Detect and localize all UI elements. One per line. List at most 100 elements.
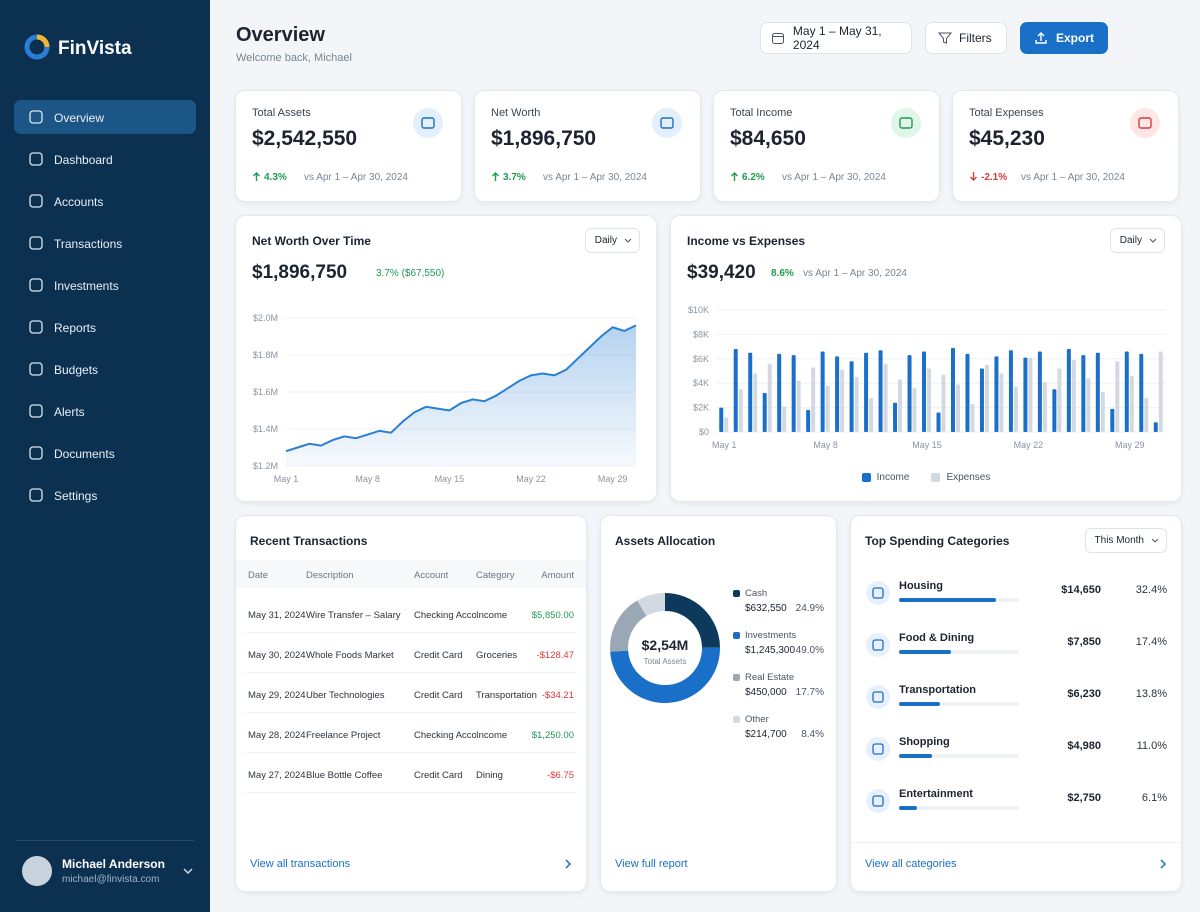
column-header: Category	[476, 570, 515, 581]
kpi-card: Net Worth $1,896,750 3.7% vs Apr 1 – Apr 30…	[474, 90, 701, 202]
nav-icon	[29, 320, 43, 334]
legend-label: Income	[876, 472, 910, 483]
category-icon	[866, 685, 890, 709]
avatar	[22, 856, 52, 886]
chart-compare: vs Apr 1 – Apr 30, 2024	[803, 268, 907, 279]
kpi-label: Net Worth	[491, 107, 541, 119]
nav-item[interactable]: Alerts	[14, 394, 196, 428]
link[interactable]: View full report	[615, 858, 688, 870]
nav-item[interactable]: Accounts	[14, 184, 196, 218]
chart-svg	[29, 320, 43, 334]
date-range[interactable]: May 1 – May 31, 2024	[760, 22, 912, 54]
table-cell: Freelance Project	[306, 730, 381, 741]
card-title: Recent Transactions	[250, 534, 368, 548]
table-cell: Uber Technologies	[306, 690, 385, 701]
bar	[811, 367, 816, 432]
category-percent: 6.1%	[1141, 792, 1167, 804]
legend-swatch	[733, 632, 740, 639]
bar	[806, 410, 811, 432]
chart-svg	[29, 152, 43, 166]
nav-label: Transactions	[54, 237, 123, 251]
bar-track	[899, 754, 1019, 758]
period-dropdown[interactable]: Daily	[584, 228, 640, 253]
kpi-change: 3.7%	[503, 172, 526, 183]
nav-item[interactable]: Reports	[14, 310, 196, 344]
table-cell: Credit Card	[414, 650, 463, 661]
nav-item[interactable]: Budgets	[14, 352, 196, 386]
bar	[1115, 361, 1120, 432]
bar	[893, 402, 898, 432]
table-cell: Transportation	[476, 690, 537, 701]
nav-item[interactable]: Dashboard	[14, 142, 196, 176]
export-button[interactable]: Export	[1020, 22, 1108, 54]
donut-segment	[610, 647, 720, 703]
nav-label: Accounts	[54, 195, 104, 209]
kpi-compare: vs Apr 1 – Apr 30, 2024	[1021, 172, 1125, 183]
y-tick-label: $1.2M	[253, 461, 278, 471]
x-tick-label: May 22	[516, 474, 546, 484]
x-tick-label: May 1	[274, 474, 299, 484]
bar	[748, 352, 753, 432]
bar	[1144, 397, 1149, 432]
period-dropdown[interactable]: Daily	[1109, 228, 1165, 253]
chart-svg	[652, 108, 682, 138]
kpi-value: $45,230	[969, 127, 1045, 150]
link[interactable]: View all categories	[865, 858, 957, 870]
nav-item[interactable]: Settings	[14, 478, 196, 512]
bar	[922, 351, 927, 432]
chart-svg	[1151, 538, 1159, 543]
kpi-label: Total Expenses	[969, 107, 1044, 119]
change-arrow	[492, 172, 499, 181]
period-dropdown[interactable]: This Month	[1084, 528, 1167, 553]
nav-item[interactable]: Documents	[14, 436, 196, 470]
legend-swatch	[733, 716, 740, 723]
bar	[970, 403, 975, 432]
chart-svg: $2,54M Total Assets	[610, 593, 720, 703]
category-percent: 32.4%	[1135, 584, 1167, 596]
bar	[984, 364, 989, 432]
kpi-icon	[413, 108, 443, 138]
y-tick-label: $8K	[693, 329, 709, 339]
nav-label: Investments	[54, 279, 119, 293]
filters-text: Filters	[959, 31, 992, 45]
nav-label: Budgets	[54, 363, 99, 377]
chevron	[1149, 238, 1157, 243]
chart-svg	[565, 859, 572, 869]
chart-svg	[1149, 238, 1157, 243]
chevron	[565, 859, 572, 869]
filters-button[interactable]: Filters	[925, 22, 1007, 54]
bar	[898, 379, 903, 432]
nav-label: Documents	[54, 447, 115, 461]
filter-icon	[938, 32, 952, 44]
nav-label: Overview	[54, 111, 105, 125]
bar	[927, 368, 932, 432]
nav-icon	[29, 236, 43, 250]
category-percent: 13.8%	[1135, 688, 1167, 700]
bar	[849, 361, 854, 432]
bar	[1124, 351, 1129, 432]
column-header: Description	[306, 570, 354, 581]
nav-item[interactable]: Overview	[14, 100, 196, 134]
user-menu[interactable]	[182, 866, 194, 876]
period-text: Daily	[594, 235, 617, 246]
nav-item[interactable]: Transactions	[14, 226, 196, 260]
bar	[820, 351, 825, 432]
chart-svg	[866, 685, 890, 709]
chevron	[1151, 538, 1159, 543]
legend-swatch	[861, 473, 871, 482]
divider	[16, 840, 194, 841]
row-divider	[246, 792, 576, 793]
chart-headline: $39,420	[687, 262, 756, 283]
bar	[1110, 408, 1115, 432]
table-cell: Credit Card	[414, 690, 463, 701]
bar	[791, 355, 796, 432]
legend-percent: 17.7%	[795, 687, 824, 698]
chart-svg	[731, 172, 738, 181]
row-divider	[246, 672, 576, 673]
link[interactable]: View all transactions	[250, 858, 351, 870]
legend: Income Expenses	[671, 472, 1181, 483]
legend-amount: $632,550	[745, 603, 787, 614]
nav-item[interactable]: Investments	[14, 268, 196, 302]
bar	[1052, 389, 1057, 432]
sidebar: FinVista Michael Anderson michael@finvis…	[0, 0, 210, 912]
